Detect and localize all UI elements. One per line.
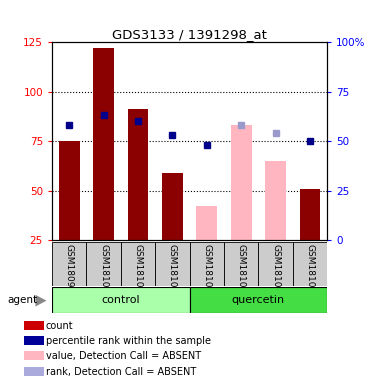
Bar <box>121 242 155 286</box>
Title: GDS3133 / 1391298_at: GDS3133 / 1391298_at <box>112 28 267 41</box>
Text: GSM181039: GSM181039 <box>168 244 177 299</box>
Bar <box>59 141 79 240</box>
Text: percentile rank within the sample: percentile rank within the sample <box>45 336 211 346</box>
Bar <box>196 206 217 240</box>
Text: GSM181042: GSM181042 <box>271 244 280 298</box>
Bar <box>231 125 251 240</box>
Text: count: count <box>45 321 73 331</box>
Bar <box>128 109 148 240</box>
Bar <box>24 321 44 330</box>
Bar <box>86 242 121 286</box>
Bar <box>224 242 258 286</box>
Bar <box>24 336 44 345</box>
Text: GSM181037: GSM181037 <box>99 244 108 299</box>
Bar <box>155 242 190 286</box>
Bar <box>52 242 86 286</box>
Text: quercetin: quercetin <box>232 295 285 305</box>
Bar <box>93 48 114 240</box>
Bar <box>189 287 327 313</box>
Text: GSM181041: GSM181041 <box>237 244 246 299</box>
Polygon shape <box>35 295 47 306</box>
Bar <box>293 242 327 286</box>
Bar <box>24 367 44 376</box>
Text: GSM181038: GSM181038 <box>134 244 142 299</box>
Text: agent: agent <box>7 295 37 305</box>
Bar <box>258 242 293 286</box>
Bar <box>189 242 224 286</box>
Bar <box>24 351 44 361</box>
Bar <box>265 161 286 240</box>
Text: control: control <box>102 295 140 305</box>
Text: GSM181040: GSM181040 <box>202 244 211 299</box>
Text: value, Detection Call = ABSENT: value, Detection Call = ABSENT <box>45 351 201 361</box>
Bar <box>52 287 189 313</box>
Text: rank, Detection Call = ABSENT: rank, Detection Call = ABSENT <box>45 367 196 377</box>
Bar <box>300 189 320 240</box>
Text: GSM180920: GSM180920 <box>65 244 74 299</box>
Bar <box>162 173 183 240</box>
Text: GSM181043: GSM181043 <box>306 244 315 299</box>
